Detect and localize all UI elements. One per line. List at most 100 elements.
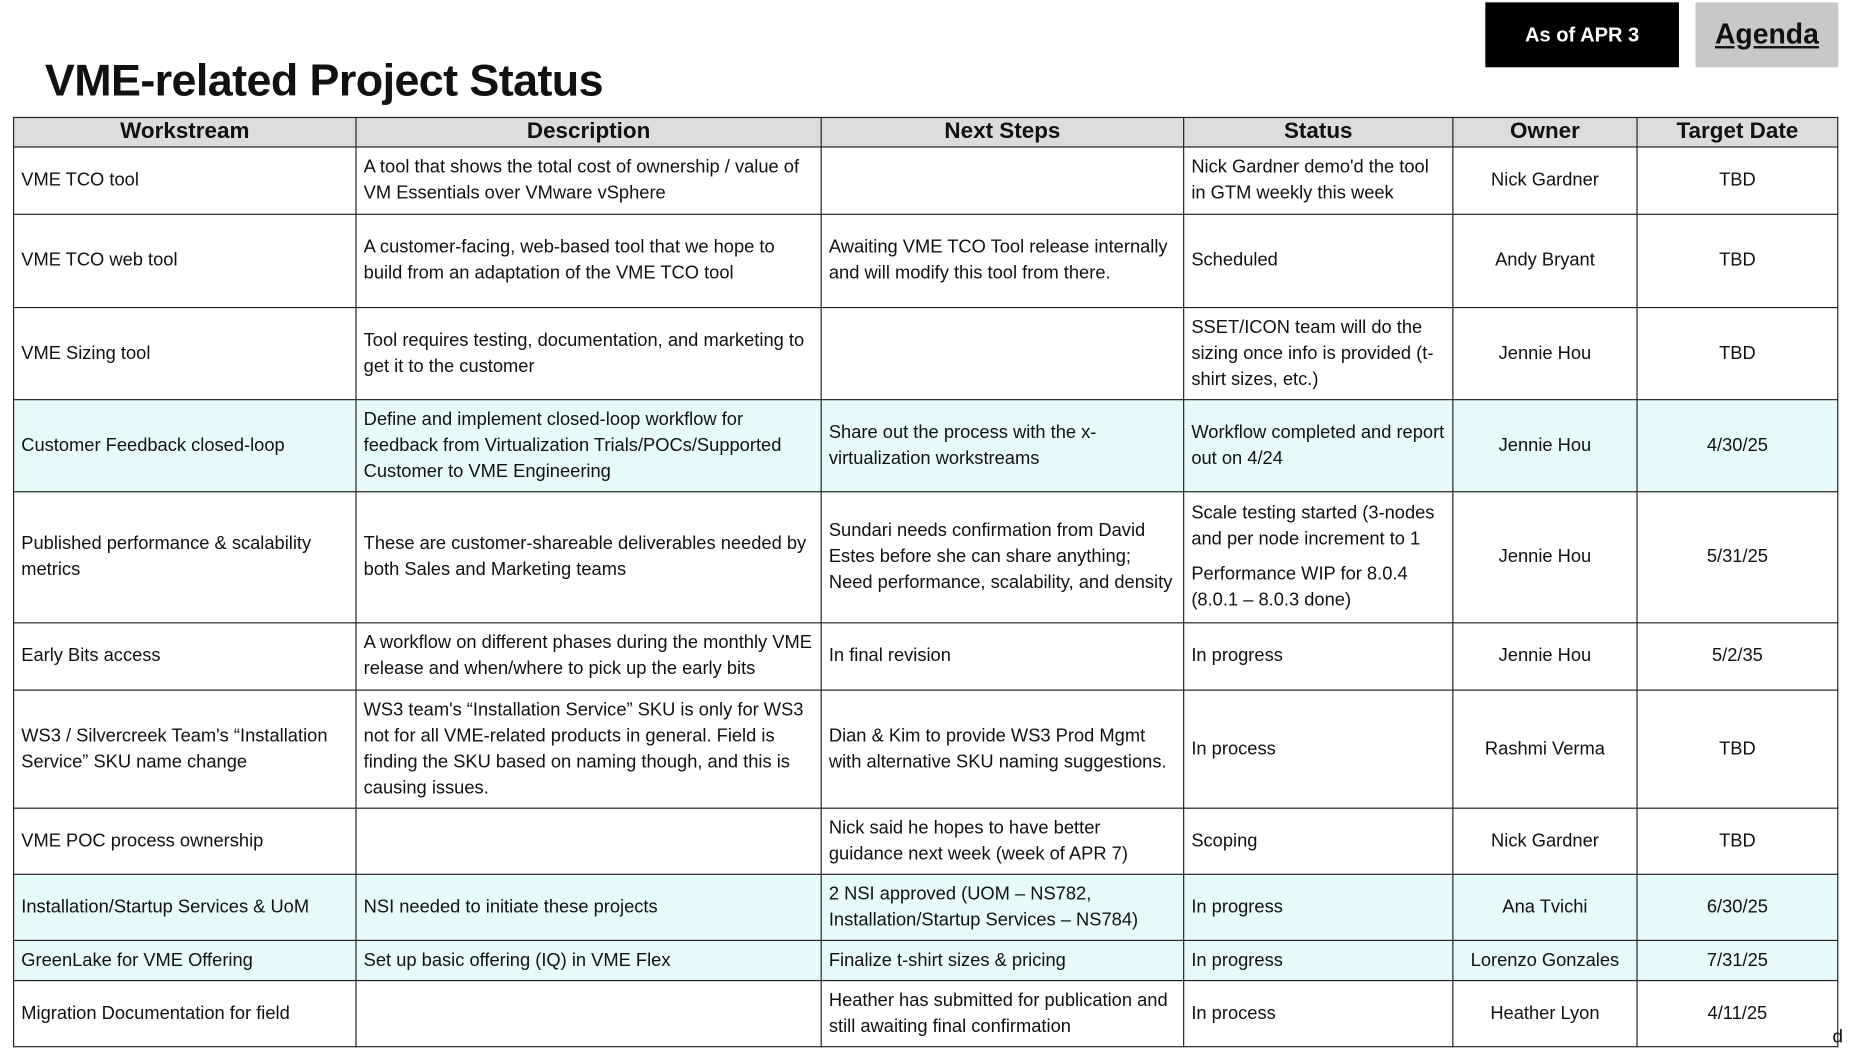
status-cell: Scheduled xyxy=(1183,213,1454,309)
target-date-cell-text: TBD xyxy=(1719,170,1756,191)
workstream-cell-text: VME POC process ownership xyxy=(21,830,264,851)
description-cell-text: A tool that shows the total cost of owne… xyxy=(363,157,800,204)
next-steps-cell: Dian & Kim to provide WS3 Prod Mgmt with… xyxy=(820,689,1185,809)
status-cell: In process xyxy=(1183,689,1454,809)
next-steps-cell: 2 NSI approved (UOM – NS782, Installatio… xyxy=(820,873,1185,942)
next-steps-cell-text: Sundari needs confirmation from David Es… xyxy=(828,520,1173,593)
owner-cell: Nick Gardner xyxy=(1452,146,1638,215)
workstream-cell: VME TCO web tool xyxy=(12,213,357,309)
next-steps-cell: Awaiting VME TCO Tool release internally… xyxy=(820,213,1185,309)
status-cell-text: Workflow completed and report out on 4/2… xyxy=(1191,422,1445,469)
status-cell-text: In progress xyxy=(1191,645,1283,666)
target-date-cell: 7/31/25 xyxy=(1636,939,1839,982)
status-cell-text: In process xyxy=(1191,738,1276,759)
status-cell: Scoping xyxy=(1183,807,1454,875)
status-cell-text: In process xyxy=(1191,1003,1276,1024)
next-steps-cell xyxy=(820,146,1185,215)
next-steps-cell-text: Share out the process with the x-virtual… xyxy=(828,422,1097,469)
workstream-cell: VME POC process ownership xyxy=(12,807,357,875)
workstream-cell: WS3 / Silvercreek Team's “Installation S… xyxy=(12,689,357,809)
description-cell: WS3 team's “Installation Service” SKU is… xyxy=(355,689,822,809)
workstream-cell: Published performance & scalability metr… xyxy=(12,491,357,624)
workstream-cell: Early Bits access xyxy=(12,622,357,691)
next-steps-cell-text: In final revision xyxy=(828,645,951,666)
workstream-cell-text: GreenLake for VME Offering xyxy=(21,949,253,970)
table-row: VME TCO web tool A customer-facing, web-b… xyxy=(12,213,1839,309)
next-steps-cell-text: 2 NSI approved (UOM – NS782, Installatio… xyxy=(828,883,1139,930)
owner-cell-text: Heather Lyon xyxy=(1490,1003,1600,1024)
table-row: Early Bits access A workflow on different… xyxy=(12,622,1839,691)
table-row: Customer Feedback closed-loop Define and … xyxy=(12,399,1839,493)
owner-cell: Heather Lyon xyxy=(1452,979,1638,1048)
agenda-link[interactable]: Agenda xyxy=(1695,2,1839,68)
workstream-cell-text: Early Bits access xyxy=(21,645,161,666)
col-header-status: Status xyxy=(1183,116,1454,148)
owner-cell-text: Jennie Hou xyxy=(1498,342,1592,364)
target-date-cell-text: TBD xyxy=(1719,830,1756,851)
workstream-cell: Customer Feedback closed-loop xyxy=(12,399,357,493)
col-header-owner: Owner xyxy=(1452,116,1638,148)
status-cell: SSET/ICON team will do the sizing once i… xyxy=(1183,306,1454,401)
status-cell-text: Scale testing started (3-nodes and per n… xyxy=(1191,502,1435,550)
owner-cell-text: Lorenzo Gonzales xyxy=(1470,949,1620,970)
target-date-cell-text: 5/31/25 xyxy=(1706,546,1768,567)
table-row: GreenLake for VME Offering Set up basic o… xyxy=(12,939,1839,982)
status-cell-text-2: Performance WIP for 8.0.4 (8.0.1 – 8.0.3… xyxy=(1191,564,1408,611)
description-cell: A tool that shows the total cost of owne… xyxy=(355,146,822,215)
owner-cell: Lorenzo Gonzales xyxy=(1452,939,1638,982)
status-cell: In progress xyxy=(1183,622,1454,691)
next-steps-cell xyxy=(820,306,1185,401)
owner-cell-text: Jennie Hou xyxy=(1498,546,1592,567)
next-steps-cell: Heather has submitted for publication an… xyxy=(820,979,1185,1048)
workstream-cell: VME TCO tool xyxy=(12,146,357,215)
description-cell: Set up basic offering (IQ) in VME Flex xyxy=(355,939,822,982)
target-date-cell-text: 6/30/25 xyxy=(1706,896,1768,917)
description-cell-text: WS3 team's “Installation Service” SKU is… xyxy=(363,699,804,798)
description-cell-text: Tool requires testing, documentation, an… xyxy=(363,330,805,377)
target-date-cell: 6/30/25 xyxy=(1636,873,1839,942)
next-steps-cell-text: Nick said he hopes to have better guidan… xyxy=(828,817,1128,864)
target-date-cell: TBD xyxy=(1636,807,1839,875)
owner-cell-text: Rashmi Verma xyxy=(1484,738,1605,759)
workstream-cell-text: WS3 / Silvercreek Team's “Installation S… xyxy=(21,725,328,772)
workstream-cell-text: VME Sizing tool xyxy=(21,342,151,364)
status-table: Workstream Description Next Steps Status… xyxy=(12,116,1839,1048)
target-date-cell-text: TBD xyxy=(1719,342,1756,364)
status-cell: Scale testing started (3-nodes and per n… xyxy=(1183,491,1454,624)
status-cell-text: Nick Gardner demo'd the tool in GTM week… xyxy=(1191,157,1429,204)
table-row: VME TCO tool A tool that shows the total … xyxy=(12,146,1839,215)
target-date-cell: TBD xyxy=(1636,213,1839,309)
owner-cell: Ana Tvichi xyxy=(1452,873,1638,942)
owner-cell: Jennie Hou xyxy=(1452,491,1638,624)
description-cell xyxy=(355,979,822,1048)
col-header-next-steps: Next Steps xyxy=(820,116,1185,148)
target-date-cell-text: 5/2/35 xyxy=(1711,645,1763,666)
target-date-cell-text: TBD xyxy=(1719,738,1756,759)
description-cell-text: Define and implement closed-loop workflo… xyxy=(363,409,782,482)
target-date-cell: 4/11/25 xyxy=(1636,979,1839,1048)
description-cell: Tool requires testing, documentation, an… xyxy=(355,306,822,401)
owner-cell-text: Ana Tvichi xyxy=(1502,896,1588,917)
table-row: VME Sizing tool Tool requires testing, do… xyxy=(12,306,1839,401)
owner-cell: Andy Bryant xyxy=(1452,213,1638,309)
next-steps-cell: Nick said he hopes to have better guidan… xyxy=(820,807,1185,875)
table-row: Published performance & scalability metr… xyxy=(12,491,1839,624)
workstream-cell: Migration Documentation for field xyxy=(12,979,357,1048)
description-cell-text: A customer-facing, web-based tool that w… xyxy=(363,237,775,284)
description-cell: A customer-facing, web-based tool that w… xyxy=(355,213,822,309)
target-date-cell-text: 7/31/25 xyxy=(1706,949,1768,970)
owner-cell-text: Andy Bryant xyxy=(1495,250,1595,271)
status-cell: Nick Gardner demo'd the tool in GTM week… xyxy=(1183,146,1454,215)
description-cell-text: Set up basic offering (IQ) in VME Flex xyxy=(363,949,671,970)
target-date-cell: TBD xyxy=(1636,146,1839,215)
stray-text: d xyxy=(1832,1027,1843,1048)
col-header-description: Description xyxy=(355,116,822,148)
description-cell-text: A workflow on different phases during th… xyxy=(363,632,812,679)
target-date-cell: TBD xyxy=(1636,306,1839,401)
description-cell-text: NSI needed to initiate these projects xyxy=(363,896,658,917)
owner-cell: Rashmi Verma xyxy=(1452,689,1638,809)
owner-cell-text: Nick Gardner xyxy=(1491,830,1599,851)
status-cell-text: SSET/ICON team will do the sizing once i… xyxy=(1191,317,1434,390)
owner-cell: Jennie Hou xyxy=(1452,622,1638,691)
